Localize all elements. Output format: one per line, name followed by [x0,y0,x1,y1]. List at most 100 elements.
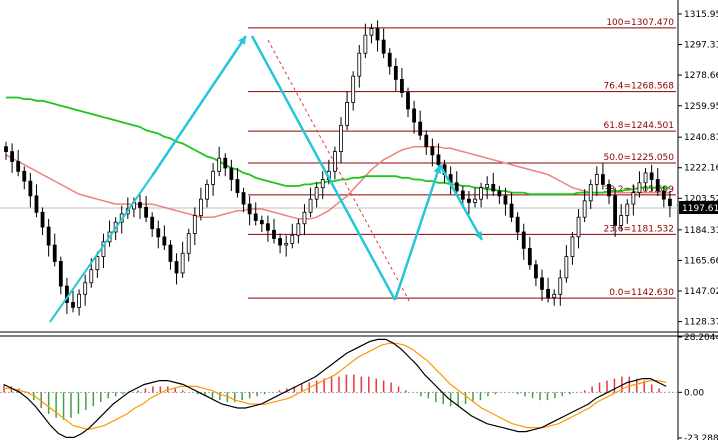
macd-panel: 28.2044 0.00 -23.2884 [0,333,718,444]
candle-body [180,252,185,274]
fib-label: 0.0=1142.630 [609,288,674,298]
candle-body [138,202,142,208]
candle-body [491,183,496,192]
candle-body [266,223,270,231]
candle-body [28,180,33,197]
candle-body [296,223,301,236]
price-tick-label: 1147.02 [684,287,718,297]
candle-body [284,243,289,246]
candle-body [16,161,21,172]
candle-body [649,172,654,180]
candle-body [503,195,508,205]
candle-body [479,187,483,200]
candle-body [588,183,593,202]
candle-body [570,236,575,257]
candle-body [637,182,642,193]
candle-body [607,183,611,197]
candle-body [223,157,228,169]
candle-body [527,247,532,266]
candle-body [290,234,295,244]
price-tick-label: 1240.81 [684,133,718,143]
candle-body [156,228,161,238]
candle-body [613,195,617,226]
candle-body [186,233,191,254]
candle-body [302,211,307,225]
candle-body [497,190,502,197]
candle-body [400,79,404,93]
candle-body [643,172,648,184]
candle-body [308,198,313,213]
candle-body [46,226,51,246]
candle-body [351,75,356,103]
price-tick-label: 1278.66 [684,71,718,81]
fib-label: 50.0=1225.050 [603,153,674,163]
price-tick-label: 1297.31 [684,40,718,50]
wave-arrow-2-head [433,165,442,174]
candle-body [412,108,416,123]
macd-tick-label: -23.2884 [684,434,718,440]
price-tick-label: 1128.37 [684,318,718,328]
candle-body [345,102,349,126]
candle-body [259,220,264,225]
price-tick-label: 1165.66 [684,256,718,266]
candle-body [534,264,538,279]
candle-body [40,211,45,228]
candle-body [144,206,148,218]
candle-body [552,293,557,298]
candle-body [174,261,179,274]
fib-label: 23.6=1181.532 [603,224,674,234]
candle-body [558,277,563,295]
candle-body [509,203,514,218]
candle-body [564,256,569,279]
candle-body [594,174,599,185]
candle-body [661,190,666,200]
candle-body [162,236,167,246]
candle-body [631,192,636,205]
macd-tick-label: 0.00 [684,388,704,398]
candle-body [192,215,197,234]
candle-body [339,124,343,153]
candle-body [235,179,240,193]
wave-arrow-1 [150,35,248,177]
wave-arrow-1-head [238,36,246,45]
candle-body [668,198,672,207]
candle-body [454,182,459,192]
ma-green-line [6,96,670,196]
macd-tick-label: 28.2044 [684,333,718,343]
candle-body [515,216,520,233]
candle-body [168,244,173,262]
candle-body [241,192,246,205]
candle-body [199,198,203,216]
candle-body [272,229,276,239]
candle-body [333,151,337,172]
candle-body [467,198,471,203]
candle-body [582,200,587,218]
fib-label: 76.4=1268.568 [603,82,674,92]
fib-label: 61.8=1244.501 [603,121,674,131]
candle-body [58,261,63,287]
candle-body [546,288,550,298]
price-tick-label: 1259.95 [684,102,718,112]
candle-body [540,277,544,290]
fib-label: 100=1307.470 [606,18,674,28]
current-price-label: 1197.61 [682,204,718,214]
candle-body [387,52,392,67]
candle-body [83,282,88,295]
candle-body [576,216,581,238]
candle-body [278,238,282,246]
trend-dashed-line [267,39,411,303]
wave-arrow-2 [393,164,442,301]
candle-body [381,39,386,54]
price-tick-label: 1184.31 [684,226,718,236]
candle-body [406,92,410,110]
candle-body [424,134,429,148]
candle-body [10,151,14,162]
candle-body [320,179,325,189]
candle-body [150,216,155,230]
candle-body [619,215,624,226]
price-tick-label: 1315.95 [684,10,718,20]
macd-main-line [3,338,667,438]
